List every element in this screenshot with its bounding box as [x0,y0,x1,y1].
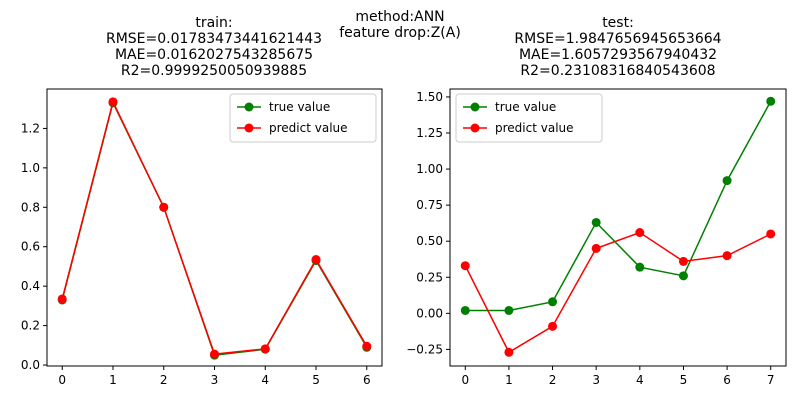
x-tick-label: 2 [549,373,557,387]
legend-box [229,93,377,143]
data-point [548,321,558,331]
suptitle-line-1: method:ANN [355,9,444,25]
legend-label: predict value [269,121,348,135]
y-tick-label: 0.00 [416,306,443,320]
data-point [159,202,169,212]
legend-marker [470,123,480,133]
x-tick-label: 2 [160,373,168,387]
y-tick-label: 0.6 [21,240,40,254]
data-point [311,255,321,265]
y-tick-label: 0.8 [21,200,40,214]
data-point [108,97,118,107]
data-point [678,271,688,281]
chart-title-line: MAE=1.6057293567940432 [519,47,717,63]
x-tick-label: 7 [767,373,775,387]
data-point [57,294,67,304]
chart-0: train:RMSE=0.01783473441621443MAE=0.0162… [21,15,383,387]
charts: train:RMSE=0.01783473441621443MAE=0.0162… [21,15,787,387]
y-tick-label: 0.2 [21,319,40,333]
chart-title-line: RMSE=0.01783473441621443 [106,31,322,47]
y-tick-label: −0.25 [406,342,443,356]
chart-title-line: test: [602,15,634,31]
data-point [766,96,776,106]
x-tick-label: 1 [505,373,513,387]
x-tick-label: 6 [363,373,371,387]
x-tick-label: 0 [461,373,469,387]
chart-title-line: R2=0.9999250050939885 [121,63,307,79]
y-tick-label: 1.0 [21,161,40,175]
y-tick-label: 1.25 [416,126,443,140]
data-point [766,229,776,239]
data-point [362,341,372,351]
data-point [722,176,732,186]
data-point [460,261,470,271]
x-tick-label: 5 [680,373,688,387]
chart-title-line: train: [195,15,232,31]
x-tick-label: 3 [592,373,600,387]
data-point [504,305,514,315]
data-point [504,347,514,357]
data-point [591,217,601,227]
legend-label: true value [269,100,330,114]
x-tick-label: 4 [636,373,644,387]
data-point [591,243,601,253]
legend-label: predict value [495,121,574,135]
x-tick-label: 3 [211,373,219,387]
chart-1: test:RMSE=1.9847656945653664MAE=1.605729… [406,15,787,387]
y-tick-label: 0.4 [21,279,40,293]
data-point [635,262,645,272]
legend-marker [244,102,254,112]
y-tick-label: 0.50 [416,234,443,248]
x-tick-label: 4 [261,373,269,387]
y-tick-label: 0.75 [416,198,443,212]
data-point [460,305,470,315]
x-tick-label: 0 [58,373,66,387]
y-tick-label: 0.0 [21,358,40,372]
y-tick-label: 1.00 [416,162,443,176]
y-tick-label: 0.25 [416,270,443,284]
y-tick-label: 1.2 [21,121,40,135]
x-tick-label: 5 [312,373,320,387]
axes-frame [449,88,787,367]
data-point [678,256,688,266]
data-point [210,349,219,359]
y-tick-label: 1.50 [416,90,443,104]
suptitle-line-2: feature drop:Z(A) [339,25,461,41]
chart-title-line: MAE=0.0162027543285675 [115,47,313,63]
series-line-0 [465,100,772,312]
legend-marker [470,102,480,112]
x-tick-label: 6 [723,373,731,387]
data-point [722,251,732,261]
legend-label: true value [495,100,556,114]
legend-box [455,93,603,143]
data-point [548,297,558,307]
data-point [635,228,645,238]
series-line-1 [464,231,772,354]
legend-marker [244,123,254,133]
data-point [260,344,270,354]
chart-title-line: RMSE=1.9847656945653664 [514,31,721,47]
x-tick-label: 1 [109,373,117,387]
chart-title-line: R2=0.23108316840543608 [520,63,715,79]
